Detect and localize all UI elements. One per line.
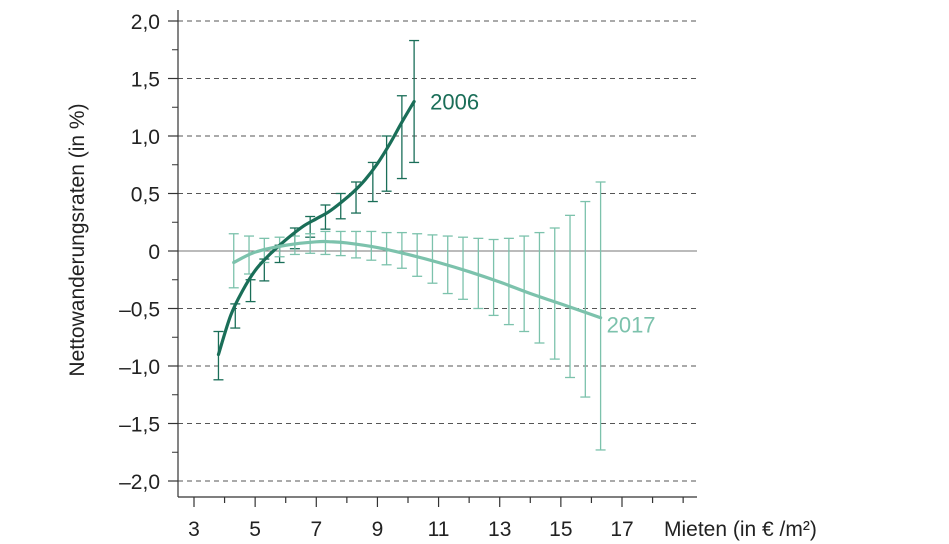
error-bar [503, 237, 514, 326]
error-bar [412, 233, 423, 277]
error-bar [427, 234, 438, 284]
x-tick-label: 11 [428, 518, 450, 541]
error-bar [549, 227, 560, 360]
series-line-2017 [232, 239, 603, 320]
series-label-2006: 2006 [430, 90, 479, 115]
y-tick-label: –2,0 [119, 471, 160, 494]
axes: 2,0 1,5 1,0 0,5 0 –0,5 –1,0 –1,5 –2,0 3 5 7 9 11 13 15 1… [66, 10, 817, 541]
y-tick-label: –1,0 [119, 356, 160, 379]
error-bar [396, 95, 407, 180]
error-bar [488, 238, 499, 317]
error-bar [335, 192, 346, 220]
error-bar [396, 231, 407, 269]
error-bar [320, 204, 331, 230]
y-tick-label: 0 [148, 241, 160, 264]
y-tick-label: 1,5 [131, 69, 160, 92]
x-tick-label: 5 [249, 518, 261, 541]
x-tick-label: 15 [549, 518, 572, 541]
error-bar [534, 231, 545, 344]
y-tick-label: –0,5 [119, 299, 160, 322]
x-tick-label: 13 [488, 518, 511, 541]
y-tick-label: 1,0 [131, 126, 160, 149]
x-axis-label: Mieten (in € /m²) [664, 518, 817, 541]
y-tick-label: 0,5 [131, 184, 160, 207]
error-bar [565, 214, 576, 379]
y-tick-label: 2,0 [131, 11, 160, 34]
error-bars [213, 39, 606, 451]
error-bar [381, 135, 392, 192]
x-tick-label: 3 [188, 518, 200, 541]
error-bar [580, 200, 591, 398]
x-tick-label: 9 [372, 518, 384, 541]
y-tick-label: –1,5 [119, 414, 160, 437]
x-tick-label: 17 [610, 518, 633, 541]
grid-lines [178, 20, 697, 482]
series-label-2017: 2017 [607, 313, 656, 338]
error-bar [519, 235, 530, 333]
error-bar [595, 181, 606, 451]
y-axis-label: Nettowanderungsraten (in %) [66, 103, 89, 376]
series-lines [216, 99, 603, 357]
labels: 2006 2017 [430, 90, 655, 338]
error-bar [351, 181, 362, 214]
x-tick-label: 7 [310, 518, 322, 541]
series-line-2006 [216, 99, 416, 357]
